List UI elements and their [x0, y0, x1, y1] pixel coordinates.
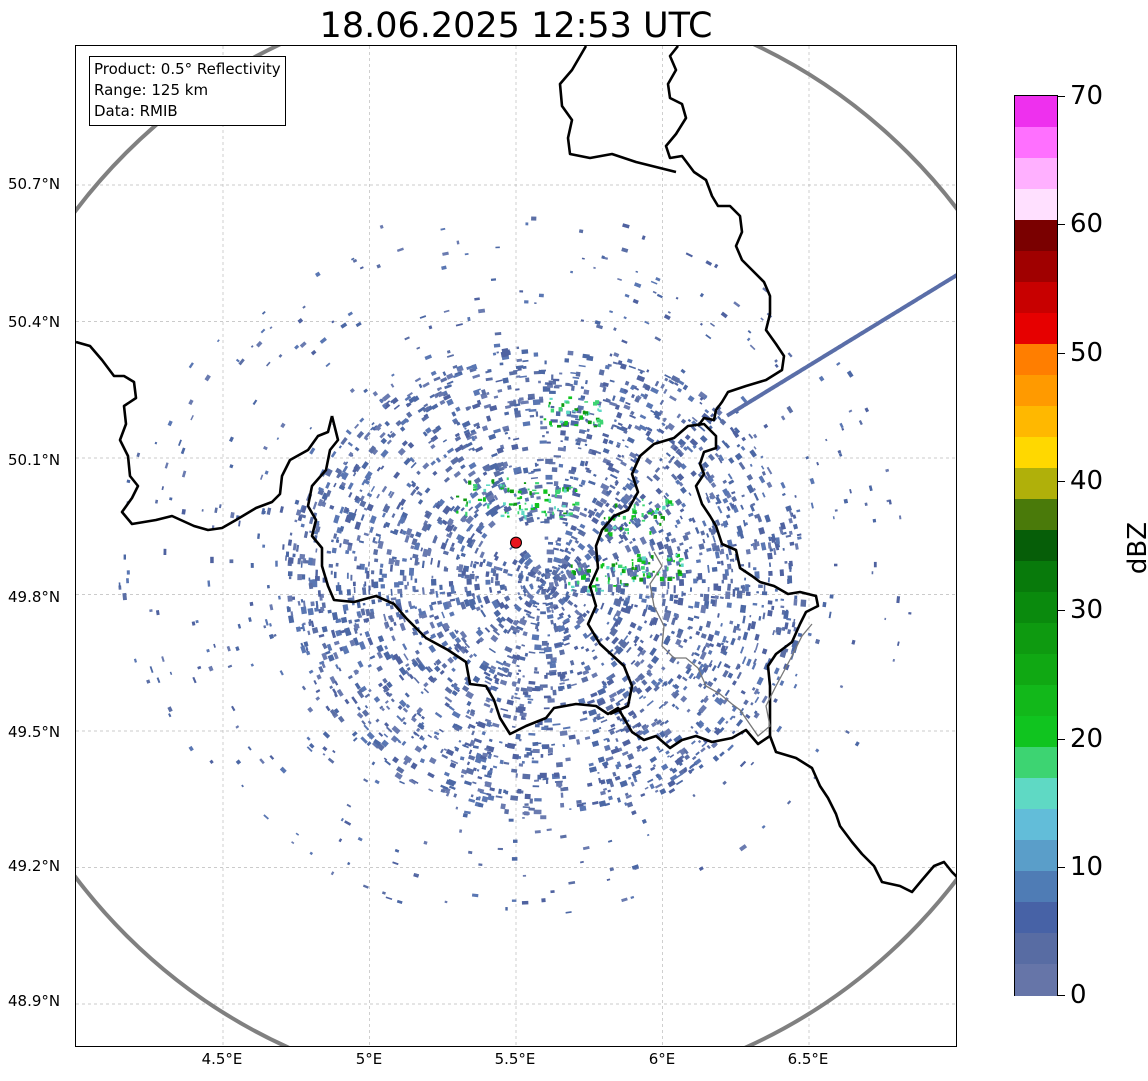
colorbar-tick-label: 40 — [1070, 466, 1104, 496]
border-belgium-germany — [558, 46, 677, 174]
colorbar-tick-label: 30 — [1070, 595, 1104, 625]
lon-tick: 5°E — [355, 1050, 383, 1068]
lat-tick: 50.4°N — [8, 313, 61, 331]
info-product: Product: 0.5° Reflectivity — [94, 60, 281, 78]
colorbar-segment — [1015, 933, 1057, 965]
colorbar-segment — [1015, 127, 1057, 159]
colorbar-segment — [1015, 778, 1057, 810]
colorbar-tick-label: 70 — [1070, 81, 1104, 111]
colorbar-segment — [1015, 747, 1057, 779]
colorbar-segment — [1015, 871, 1057, 903]
border-germany-france — [768, 735, 956, 894]
colorbar-segment — [1015, 251, 1057, 283]
info-range: Range: 125 km — [94, 81, 209, 99]
colorbar-segment — [1015, 964, 1057, 996]
colorbar-segment — [1015, 499, 1057, 531]
border-luxembourg-germany — [664, 46, 786, 427]
colorbar-segment — [1015, 654, 1057, 686]
colorbar-tickmark — [1058, 610, 1065, 611]
lat-tick: 48.9°N — [8, 992, 61, 1010]
lat-tick: 50.1°N — [8, 451, 61, 469]
lon-tick: 6°E — [648, 1050, 676, 1068]
colorbar-segment — [1015, 809, 1057, 841]
info-data: Data: RMIB — [94, 102, 178, 120]
colorbar-tick-label: 50 — [1070, 338, 1104, 368]
colorbar-segment — [1015, 592, 1057, 624]
colorbar-tick-label: 10 — [1070, 852, 1104, 882]
internal-boundary — [649, 551, 813, 737]
lat-tick: 49.5°N — [8, 723, 61, 741]
colorbar — [1014, 95, 1058, 996]
colorbar-segment — [1015, 840, 1057, 872]
lon-tick: 4.5°E — [201, 1050, 243, 1068]
radar-map-canvas — [76, 46, 956, 1046]
lon-tick: 6.5°E — [787, 1050, 829, 1068]
reflectivity-echoes — [118, 216, 956, 914]
colorbar-tickmark — [1058, 739, 1065, 740]
colorbar-segment — [1015, 902, 1057, 934]
colorbar-tickmark — [1058, 96, 1065, 97]
radar-map[interactable] — [75, 45, 957, 1047]
colorbar-segment — [1015, 189, 1057, 221]
colorbar-segment — [1015, 406, 1057, 438]
colorbar-segment — [1015, 530, 1057, 562]
colorbar-segment — [1015, 282, 1057, 314]
colorbar-segment — [1015, 623, 1057, 655]
colorbar-tick-label: 20 — [1070, 724, 1104, 754]
colorbar-tickmark — [1058, 353, 1065, 354]
colorbar-label: dBZ — [1123, 521, 1148, 575]
colorbar-tick-label: 60 — [1070, 209, 1104, 239]
product-info-box: Product: 0.5° Reflectivity Range: 125 km… — [89, 56, 286, 126]
colorbar-tick-label: 0 — [1070, 980, 1087, 1010]
colorbar-tickmark — [1058, 481, 1065, 482]
colorbar-tickmark — [1058, 224, 1065, 225]
colorbar-segment — [1015, 96, 1057, 128]
colorbar-segment — [1015, 344, 1057, 376]
border-belgium-france-west — [76, 340, 334, 532]
colorbar-segment — [1015, 375, 1057, 407]
colorbar-segment — [1015, 220, 1057, 252]
radar-site-marker — [510, 536, 522, 549]
lat-tick: 50.7°N — [8, 175, 61, 193]
lat-tick: 49.8°N — [8, 588, 61, 606]
lat-tick: 49.2°N — [8, 857, 61, 875]
colorbar-tickmark — [1058, 995, 1065, 996]
colorbar-segment — [1015, 437, 1057, 469]
border-belgium-france-south — [306, 415, 771, 750]
colorbar-tickmark — [1058, 867, 1065, 868]
colorbar-segment — [1015, 468, 1057, 500]
colorbar-segment — [1015, 716, 1057, 748]
border-luxembourg-west — [586, 422, 820, 736]
colorbar-segment — [1015, 685, 1057, 717]
lon-tick: 5.5°E — [494, 1050, 536, 1068]
colorbar-segment — [1015, 158, 1057, 190]
colorbar-segment — [1015, 313, 1057, 345]
colorbar-segment — [1015, 561, 1057, 593]
country-borders — [76, 46, 956, 894]
chart-title: 18.06.2025 12:53 UTC — [319, 6, 713, 46]
